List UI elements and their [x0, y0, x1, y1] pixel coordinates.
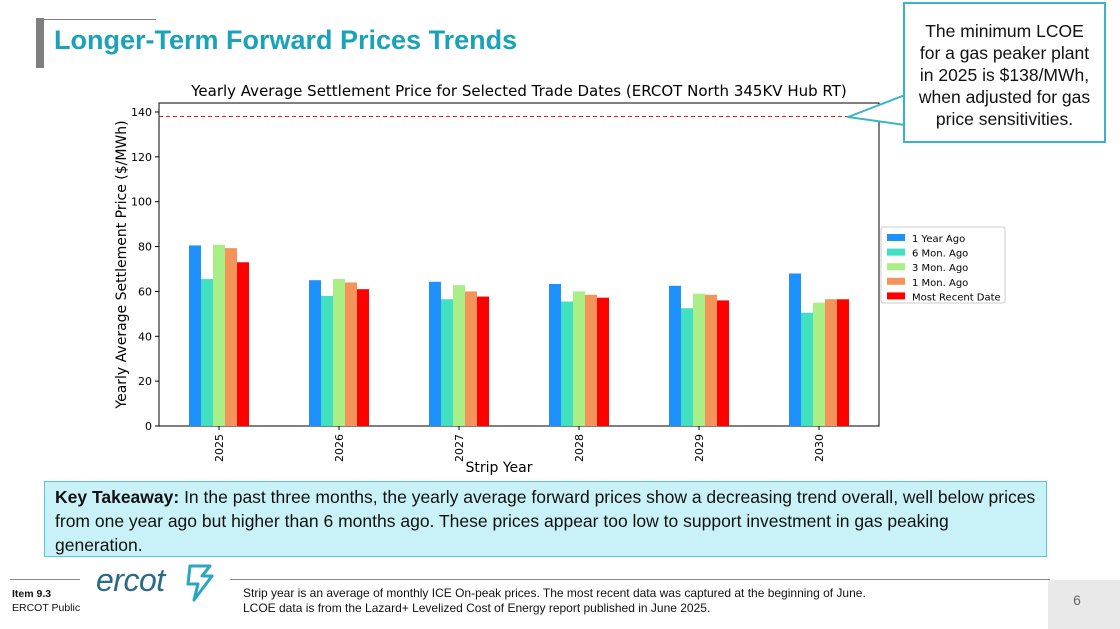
- bar: [237, 262, 249, 426]
- takeaway-label: Key Takeaway:: [55, 487, 180, 507]
- bar: [825, 299, 837, 426]
- x-tick-label: 2028: [573, 434, 586, 462]
- bar: [789, 273, 801, 426]
- legend-label: 6 Mon. Ago: [912, 249, 968, 260]
- legend-swatch: [887, 263, 905, 271]
- footnote-line: LCOE data is from the Lazard+ Levelized …: [243, 601, 711, 615]
- bar: [561, 301, 573, 426]
- footnote: Strip year is an average of monthly ICE …: [243, 586, 866, 616]
- bar: [801, 312, 813, 426]
- bar: [813, 302, 825, 426]
- x-tick-label: 2030: [813, 434, 826, 462]
- footer-rule: [230, 579, 1050, 580]
- y-tick-label: 100: [131, 196, 152, 209]
- bar: [705, 294, 717, 426]
- x-tick-label: 2026: [333, 434, 346, 462]
- callout-line: The minimum LCOE: [925, 21, 1084, 41]
- bar: [201, 279, 213, 426]
- ercot-logo: ercot: [96, 562, 165, 598]
- bar: [441, 299, 453, 426]
- bar: [453, 285, 465, 426]
- bar: [573, 291, 585, 426]
- y-axis-label: Yearly Average Settlement Price ($/MWh): [114, 120, 130, 409]
- chart-title: Yearly Average Settlement Price for Sele…: [190, 82, 847, 100]
- bar: [465, 291, 477, 426]
- bar: [669, 285, 681, 426]
- y-tick-label: 60: [138, 285, 152, 298]
- plot-area: [158, 102, 880, 427]
- bar: [429, 281, 441, 426]
- legend-swatch: [887, 248, 905, 256]
- bar: [477, 296, 489, 426]
- takeaway-text: In the past three months, the yearly ave…: [55, 487, 1036, 555]
- y-tick-label: 20: [138, 375, 152, 388]
- bar: [213, 244, 225, 426]
- bar: [357, 289, 369, 426]
- legend-swatch: [887, 234, 905, 241]
- page-number-box: [1048, 580, 1120, 629]
- bar: [681, 308, 693, 426]
- ercot-logo-mark-icon: [186, 564, 214, 602]
- y-tick-label: 80: [138, 241, 152, 254]
- legend-box: [880, 226, 1006, 304]
- callout-line: for a gas peaker plant: [919, 43, 1090, 63]
- y-tick-label: 0: [145, 420, 152, 433]
- classification-label: ERCOT Public: [12, 602, 81, 614]
- bar: [321, 295, 333, 426]
- title-rule: [44, 19, 156, 20]
- callout-line: in 2025 is $138/MWh,: [919, 65, 1090, 85]
- bar: [189, 245, 201, 426]
- key-takeaway-box: Key Takeaway: In the past three months, …: [44, 481, 1047, 557]
- bar: [549, 284, 561, 426]
- legend-swatch: [887, 277, 905, 285]
- chart: Yearly Average Settlement Price for Sele…: [114, 82, 1006, 476]
- footnote-line: Strip year is an average of monthly ICE …: [243, 586, 866, 600]
- x-tick-label: 2025: [213, 434, 226, 462]
- title-accent-bar: [36, 18, 44, 68]
- bar: [333, 279, 345, 426]
- bar: [837, 299, 849, 426]
- page-number: 6: [1073, 592, 1081, 608]
- legend-label: 3 Mon. Ago: [912, 263, 968, 274]
- bar: [225, 248, 237, 426]
- lcoe-callout: The minimum LCOE for a gas peaker plant …: [903, 2, 1106, 143]
- footer-rule-left: [10, 579, 80, 580]
- page-title: Longer-Term Forward Prices Trends: [54, 25, 518, 55]
- legend-label: 1 Mon. Ago: [912, 278, 968, 289]
- bar: [717, 300, 729, 426]
- callout-line: when adjusted for gas: [918, 87, 1091, 107]
- bar: [585, 294, 597, 426]
- bar: [693, 293, 705, 426]
- x-tick-label: 2029: [693, 434, 706, 462]
- bar: [597, 297, 609, 426]
- legend-swatch: [887, 292, 905, 300]
- y-tick-label: 140: [131, 106, 152, 119]
- legend-label: Most Recent Date: [912, 292, 1001, 303]
- x-axis-label: Strip Year: [466, 460, 533, 476]
- y-tick-label: 120: [131, 151, 152, 164]
- legend-label: 1 Year Ago: [912, 234, 965, 245]
- bar: [345, 282, 357, 426]
- item-label: Item 9.3: [12, 588, 52, 600]
- x-tick-label: 2027: [453, 434, 466, 462]
- y-tick-label: 40: [138, 330, 152, 343]
- callout-line: price sensitivities.: [935, 109, 1074, 129]
- bar: [309, 280, 321, 426]
